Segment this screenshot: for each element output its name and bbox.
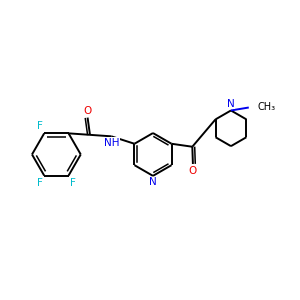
Text: NH: NH — [103, 138, 119, 148]
Text: F: F — [37, 121, 43, 130]
Text: N: N — [227, 99, 235, 109]
Text: N: N — [149, 177, 157, 188]
Text: F: F — [37, 178, 43, 188]
Text: O: O — [189, 166, 197, 176]
Text: CH₃: CH₃ — [257, 103, 275, 112]
Text: F: F — [70, 178, 76, 188]
Text: O: O — [83, 106, 92, 116]
